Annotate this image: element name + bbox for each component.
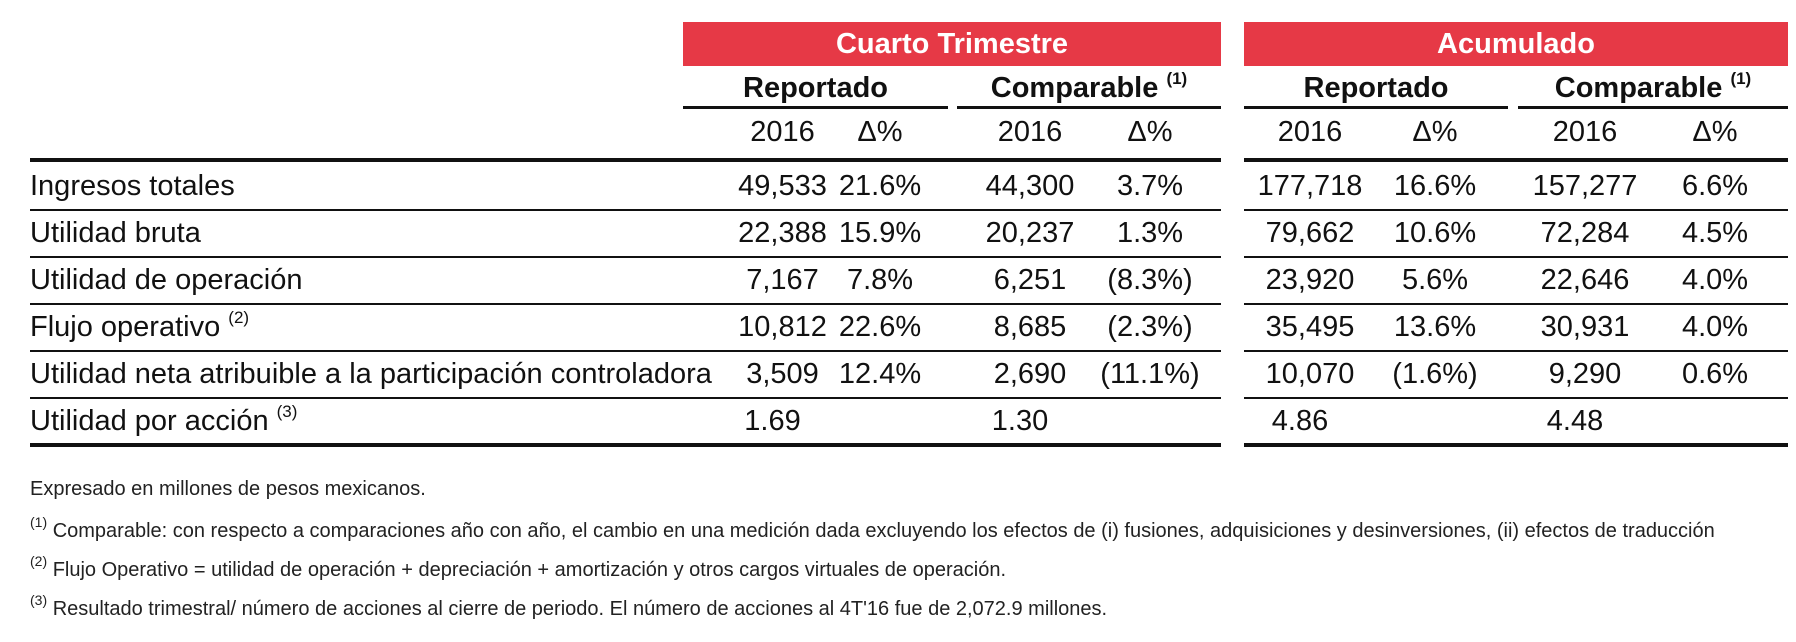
row-rule — [1244, 303, 1788, 305]
row-rule — [30, 209, 1221, 211]
table-cell: (1.6%) — [1392, 358, 1478, 390]
table-cell: 8,685 — [993, 311, 1067, 343]
table-cell: 0.6% — [1681, 358, 1749, 390]
footnote: (1) Comparable: con respecto a comparaci… — [30, 514, 1715, 542]
table-cell: 35,495 — [1265, 311, 1355, 343]
table-cell: 7.8% — [846, 264, 914, 296]
col-header: 2016 — [1277, 116, 1343, 148]
table-cell — [830, 399, 910, 443]
subheader-reportado-a: Reportado — [1303, 72, 1449, 104]
table-cell: 10,070 — [1265, 358, 1355, 390]
row-rule — [1244, 350, 1788, 352]
row-label: Flujo operativo (2) — [30, 308, 250, 343]
table-cell: (8.3%) — [1107, 264, 1193, 296]
row-label: Utilidad de operación — [30, 264, 303, 296]
row-rule — [30, 350, 1221, 352]
footnote: (3) Resultado trimestral/ número de acci… — [30, 592, 1108, 620]
row-rule — [30, 397, 1221, 399]
table-cell: 22,646 — [1540, 264, 1630, 296]
row-label: Utilidad por acción (3) — [30, 402, 298, 437]
table-cell: (2.3%) — [1107, 311, 1193, 343]
row-label: Ingresos totales — [30, 170, 235, 202]
subheader-rule — [1244, 106, 1508, 109]
table-cell: 49,533 — [738, 170, 827, 202]
table-cell: 10,812 — [738, 311, 827, 343]
table-cell: 4.86 — [1271, 405, 1329, 437]
table-cell: 22,388 — [738, 217, 827, 249]
table-cell: 1.69 — [744, 405, 801, 437]
table-cell — [1380, 399, 1470, 443]
group-header-acumulado: Acumulado — [1244, 22, 1788, 66]
table-cell: 4.5% — [1681, 217, 1749, 249]
row-rule — [30, 256, 1221, 258]
table-cell: 44,300 — [985, 170, 1075, 202]
table-cell: 3.7% — [1116, 170, 1184, 202]
col-header: Δ% — [857, 116, 903, 148]
footnote: Expresado en millones de pesos mexicanos… — [30, 478, 426, 500]
table-cell: 177,718 — [1257, 170, 1363, 202]
table-cell: 5.6% — [1401, 264, 1469, 296]
row-rule — [30, 443, 1221, 447]
table-cell: 72,284 — [1540, 217, 1630, 249]
table-cell: 6,251 — [993, 264, 1067, 296]
col-header: Δ% — [1412, 116, 1458, 148]
subheader-comparable-q: Comparable (1) — [990, 69, 1188, 104]
table-cell: 7,167 — [746, 264, 819, 296]
row-rule — [1244, 256, 1788, 258]
table-cell — [1655, 399, 1755, 443]
subheader-reportado-q: Reportado — [743, 72, 888, 104]
table-cell: 1.3% — [1116, 217, 1184, 249]
table-cell: 3,509 — [746, 358, 819, 390]
table-cell: 1.30 — [991, 405, 1049, 437]
row-rule — [1244, 209, 1788, 211]
row-rule — [30, 303, 1221, 305]
table-cell: 21.6% — [838, 170, 922, 202]
subheader-rule — [957, 106, 1221, 109]
row-rule — [1244, 443, 1788, 447]
col-header: 2016 — [750, 116, 815, 148]
table-cell: 13.6% — [1393, 311, 1477, 343]
table-top-rule — [1244, 158, 1788, 162]
subheader-rule — [1518, 106, 1788, 109]
col-header: Δ% — [1127, 116, 1173, 148]
table-cell: 157,277 — [1532, 170, 1638, 202]
table-cell: 10.6% — [1393, 217, 1477, 249]
col-header: 2016 — [997, 116, 1063, 148]
footnote: (2) Flujo Operativo = utilidad de operac… — [30, 553, 1006, 581]
table-cell: (11.1%) — [1100, 358, 1200, 390]
table-cell: 6.6% — [1681, 170, 1749, 202]
col-header: 2016 — [1552, 116, 1618, 148]
table-cell: 23,920 — [1265, 264, 1355, 296]
row-label: Utilidad bruta — [30, 217, 201, 249]
table-cell: 4.0% — [1681, 311, 1749, 343]
table-cell: 79,662 — [1265, 217, 1355, 249]
table-cell: 4.48 — [1546, 405, 1604, 437]
row-rule — [1244, 397, 1788, 399]
table-top-rule — [30, 158, 1221, 162]
table-cell: 20,237 — [985, 217, 1075, 249]
table-cell: 30,931 — [1540, 311, 1630, 343]
table-cell: 2,690 — [993, 358, 1067, 390]
col-header: Δ% — [1692, 116, 1738, 148]
table-cell — [1095, 399, 1185, 443]
group-header-cuarto-trimestre: Cuarto Trimestre — [683, 22, 1221, 66]
subheader-comparable-a: Comparable (1) — [1554, 69, 1752, 104]
table-cell: 4.0% — [1681, 264, 1749, 296]
row-label: Utilidad neta atribuible a la participac… — [30, 358, 712, 390]
table-cell: 22.6% — [838, 311, 922, 343]
table-cell: 9,290 — [1548, 358, 1622, 390]
table-cell: 12.4% — [838, 358, 922, 390]
table-cell: 15.9% — [838, 217, 922, 249]
subheader-rule — [683, 106, 948, 109]
table-cell: 16.6% — [1393, 170, 1477, 202]
